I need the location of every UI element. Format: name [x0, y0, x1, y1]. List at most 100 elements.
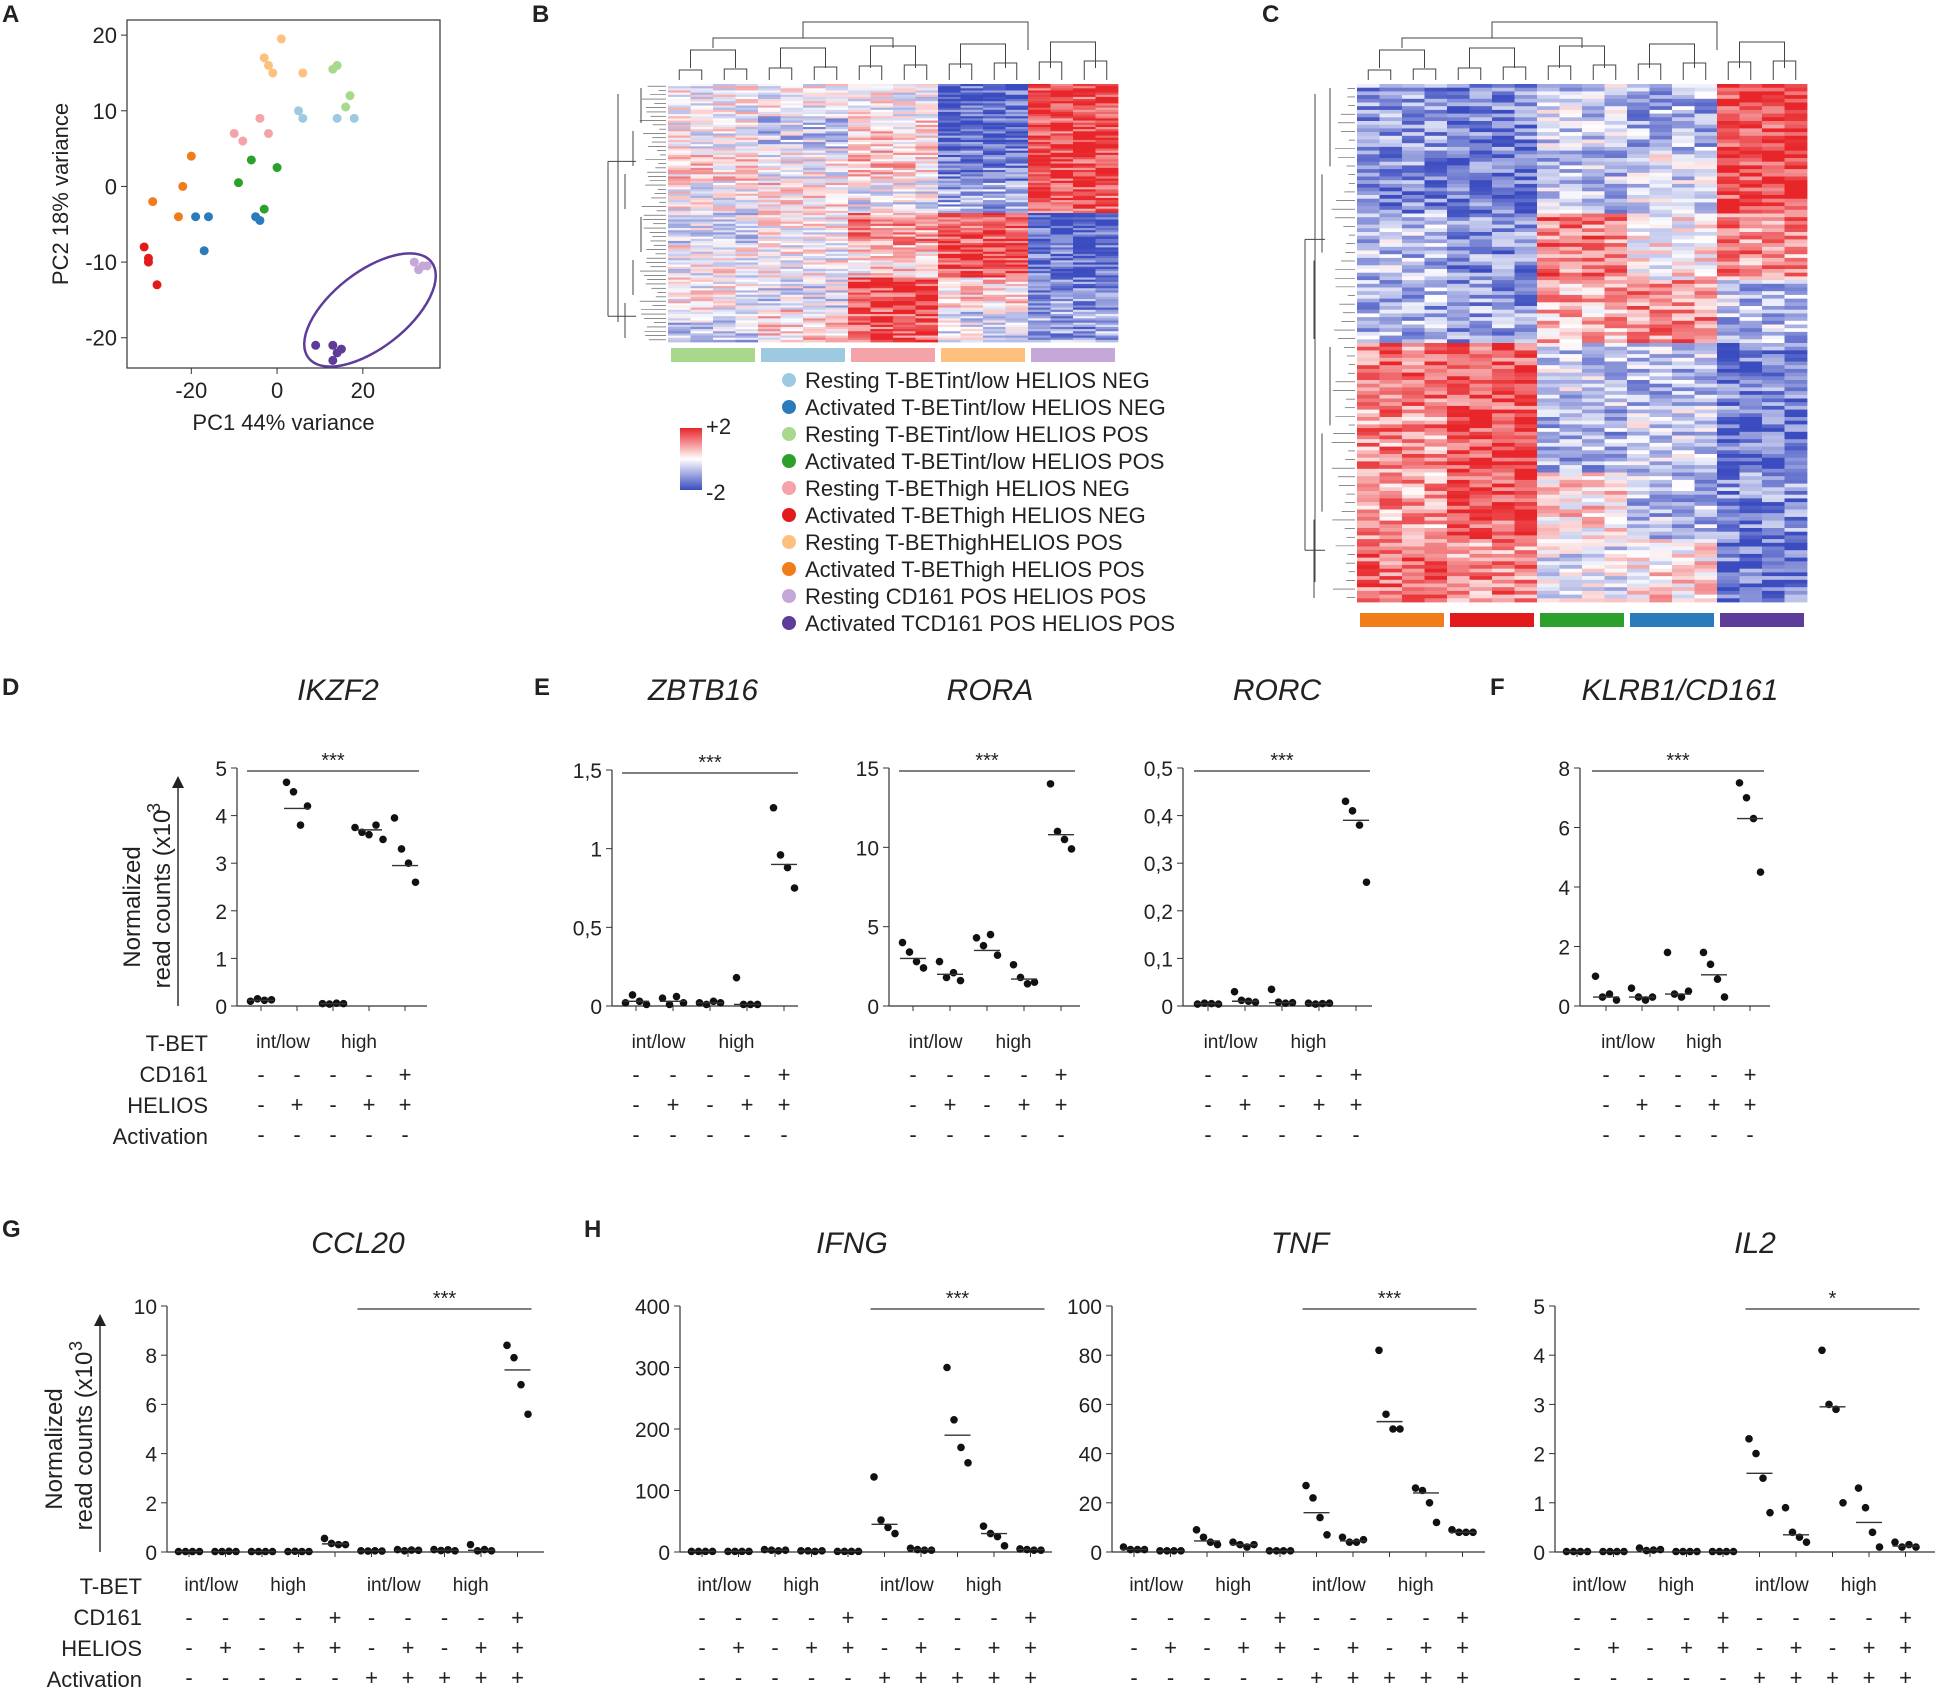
heatmap-cell [1492, 520, 1515, 525]
heatmap-cell [1514, 187, 1538, 192]
heatmap-cell [1005, 124, 1029, 128]
heatmap-cell [1028, 335, 1051, 339]
heatmap-cell [1492, 154, 1515, 159]
heatmap-cell [713, 249, 736, 253]
heatmap-cell [960, 230, 984, 233]
heatmap-cell [1447, 387, 1470, 392]
heatmap-cell [758, 268, 781, 272]
heatmap-cell [938, 96, 961, 100]
heatmap-cell [668, 279, 691, 283]
heatmap-cell [1672, 158, 1695, 163]
heatmap-cell [1559, 191, 1583, 196]
heatmap-cell [983, 86, 1006, 89]
panel-letter-E: E [534, 674, 550, 701]
heatmap-cell [1739, 243, 1763, 248]
heatmap-cell [1028, 307, 1051, 311]
heatmap-cell [1447, 413, 1470, 418]
panel-letter-G: G [2, 1216, 21, 1243]
heatmap-cell [938, 172, 961, 175]
heatmap-cell [1672, 491, 1695, 496]
pca-point [328, 355, 338, 365]
heatmap-cell [1050, 142, 1074, 145]
heatmap-cell [960, 105, 984, 109]
heatmap-cell [1492, 220, 1515, 225]
heatmap-cell [1028, 322, 1051, 326]
heatmap-cell [690, 316, 714, 319]
heatmap-cell [1402, 283, 1425, 288]
heatmap-cell [1694, 150, 1718, 155]
heatmap-cell [915, 101, 939, 104]
heatmap-cell [960, 322, 984, 326]
heatmap-cell [803, 232, 826, 235]
heatmap-cell [1559, 143, 1583, 148]
heatmap-cell [735, 316, 759, 319]
heatmap-cell [1604, 158, 1628, 163]
heatmap-cell [1357, 339, 1380, 344]
heatmap-cell [1762, 306, 1785, 311]
heatmap-cell [870, 221, 894, 225]
heatmap-cell [1604, 320, 1628, 325]
heatmap-cell [1447, 491, 1470, 496]
heatmap-cell [1424, 387, 1448, 392]
heatmap-cell [1379, 298, 1403, 303]
heatmap-cell [780, 105, 804, 109]
heatmap-cell [1469, 309, 1493, 314]
heatmap-cell [1424, 442, 1448, 447]
heatmap-cell [1028, 139, 1051, 143]
heatmap-cell [1717, 187, 1740, 192]
heatmap-cell [848, 142, 871, 145]
heatmap-cell [713, 316, 736, 319]
heatmap-cell [735, 116, 759, 119]
heatmap-cell [1447, 298, 1470, 303]
heatmap-cell [735, 283, 759, 287]
heatmap-cell [1784, 176, 1808, 181]
heatmap-cell [1649, 483, 1673, 488]
heatmap-cell [1073, 333, 1096, 336]
heatmap-cell [1784, 431, 1808, 436]
heatmap-cell [1492, 269, 1515, 274]
heatmap-cell [1514, 394, 1538, 399]
heatmap-cell [915, 256, 939, 259]
heatmap-cell [1694, 139, 1718, 144]
heatmap-cell [1604, 213, 1628, 218]
heatmap-cell [1784, 113, 1808, 118]
heatmap-cell [1627, 280, 1650, 285]
heatmap-cell [1402, 483, 1425, 488]
heatmap-cell [848, 230, 871, 233]
heatmap-cell [825, 258, 849, 261]
heatmap-cell [1537, 357, 1560, 362]
pca-point [152, 280, 162, 290]
heatmap-cell [1739, 498, 1763, 503]
heatmap-cell [1739, 387, 1763, 392]
heatmap-cell [1537, 102, 1560, 107]
heatmap-cell [1649, 224, 1673, 229]
heatmap-cell [1762, 439, 1785, 444]
heatmap-cell [1537, 228, 1560, 233]
heatmap-cell [1357, 232, 1380, 237]
heatmap-cell [735, 314, 759, 317]
heatmap-cell [1379, 361, 1403, 366]
heatmap-cell [713, 303, 736, 306]
heatmap-cell [735, 159, 759, 162]
heatmap-cell [870, 286, 894, 289]
y-tick-label: 20 [93, 23, 117, 48]
heatmap-cell [1604, 409, 1628, 414]
heatmap-cell [690, 228, 714, 231]
heatmap-cell [1402, 502, 1425, 507]
heatmap-cell [1050, 294, 1074, 298]
heatmap-cell [1717, 398, 1740, 403]
heatmap-cell [1784, 84, 1808, 89]
heatmap-cell [870, 148, 894, 152]
heatmap-cell [1784, 165, 1808, 170]
pca-point [345, 91, 355, 101]
dendrogram-branch [780, 47, 826, 68]
heatmap-cell [1447, 187, 1470, 192]
heatmap-cell [870, 109, 894, 113]
heatmap-cell [1424, 439, 1448, 444]
heatmap-cell [1762, 516, 1785, 521]
heatmap-cell [713, 187, 736, 190]
heatmap-cell [1762, 468, 1785, 473]
heatmap-cell [1604, 124, 1628, 129]
heatmap-cell [893, 299, 916, 302]
heatmap-cell [1762, 354, 1785, 359]
